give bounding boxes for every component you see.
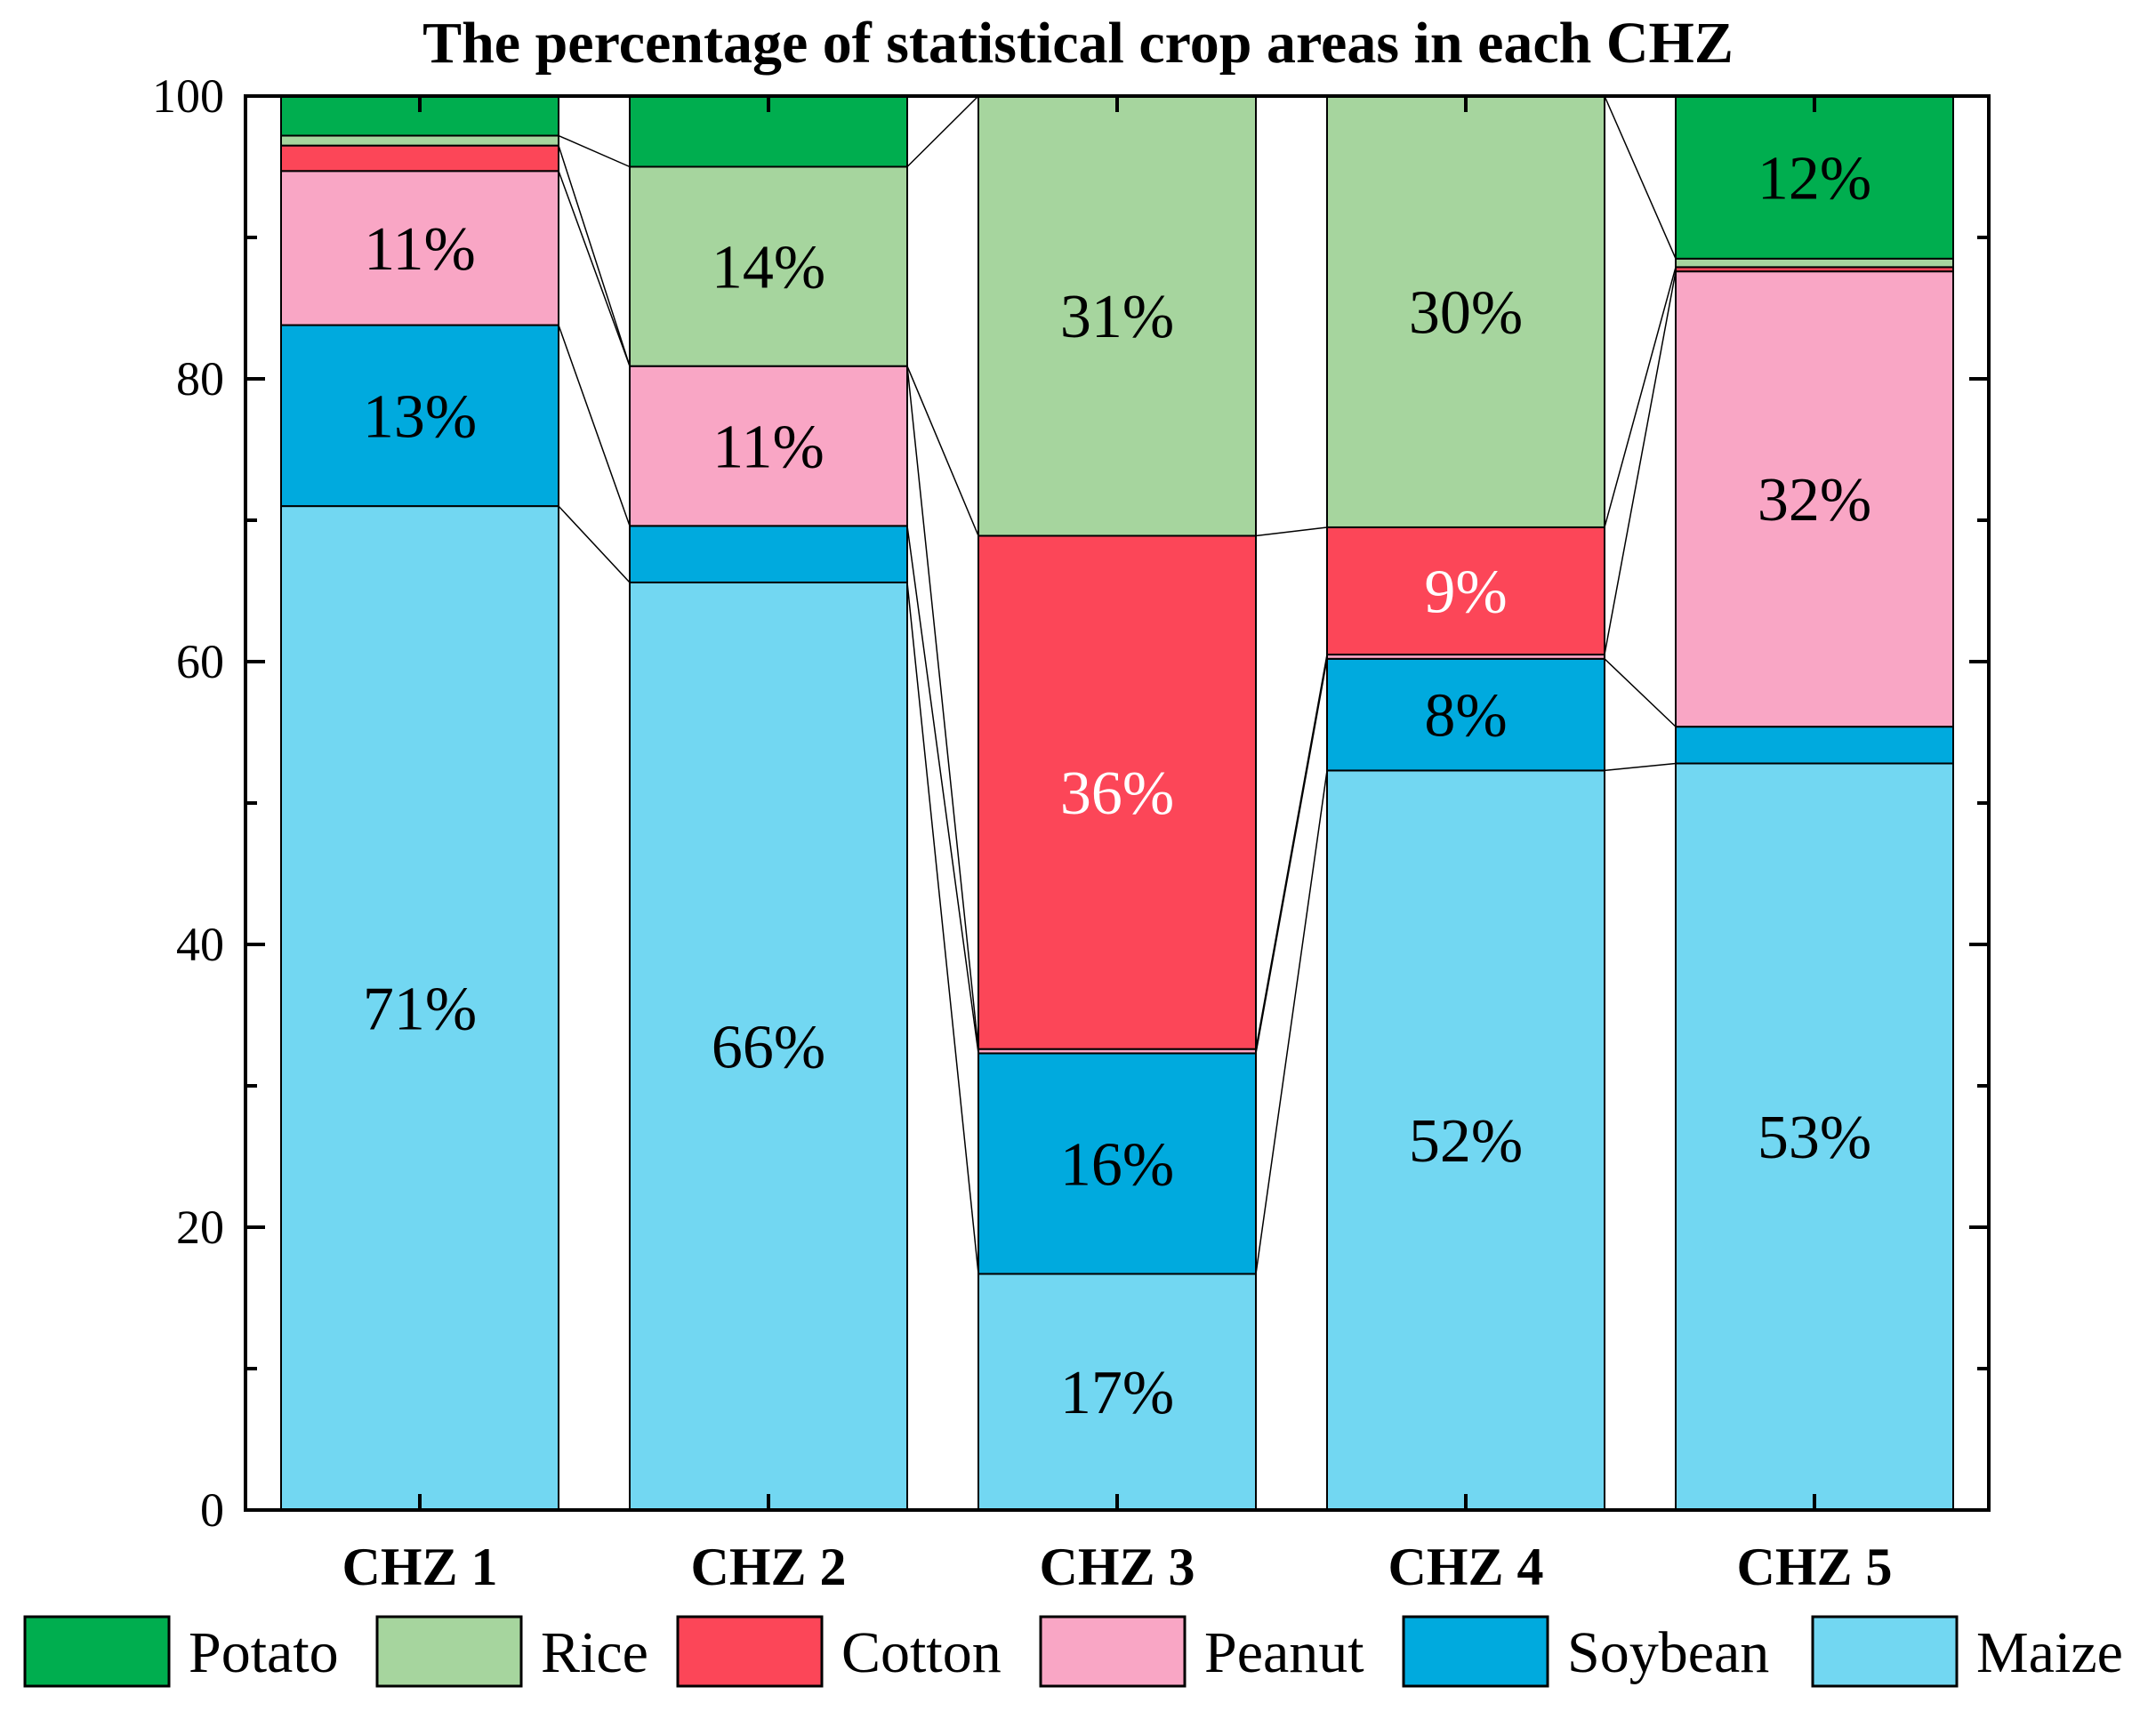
data-label-chz-2-maize: 66% xyxy=(712,1013,825,1081)
connector-chz-2-soybean xyxy=(906,526,979,1054)
connector-chz-3-cotton xyxy=(1255,526,1328,537)
x-tick-label-chz-4: CHZ 4 xyxy=(1388,1538,1543,1596)
connector-chz-4-soybean xyxy=(1604,658,1677,727)
bar-chz-3-cotton xyxy=(977,534,1257,1050)
bar-chz-1-rice xyxy=(280,134,559,147)
bar-chz-5-potato xyxy=(1675,95,1954,260)
connector-chz-3-peanut xyxy=(1255,654,1328,1049)
bar-chz-2-rice xyxy=(629,165,908,367)
bar-chz-5-rice xyxy=(1675,257,1954,269)
connector-chz-4-maize xyxy=(1604,762,1677,772)
data-label-chz-2-rice: 14% xyxy=(712,234,825,302)
y-tick-label: 60 xyxy=(176,635,224,688)
y-tick-label: 100 xyxy=(152,69,224,123)
bar-chz-2-soybean xyxy=(629,525,908,583)
connector-chz-4-rice xyxy=(1604,95,1677,260)
bar-chz-1-cotton xyxy=(280,144,559,173)
connector-chz-1-cotton xyxy=(558,145,631,366)
data-label-chz-4-cotton: 9% xyxy=(1424,558,1507,627)
x-tick-label-chz-5: CHZ 5 xyxy=(1736,1538,1892,1596)
legend-swatch-soybean xyxy=(1402,1615,1549,1688)
connector-chz-2-peanut xyxy=(906,365,979,1049)
legend-swatch-rice xyxy=(375,1615,523,1688)
data-label-chz-1-peanut: 11% xyxy=(364,215,476,284)
connector-chz-2-maize xyxy=(906,582,979,1274)
legend-label-maize: Maize xyxy=(1976,1620,2123,1685)
legend-label-cotton: Cotton xyxy=(841,1620,1002,1685)
connector-chz-2-cotton xyxy=(906,365,979,536)
data-label-chz-5-peanut: 32% xyxy=(1758,466,1871,534)
legend-swatch-cotton xyxy=(676,1615,824,1688)
bar-chz-2-peanut xyxy=(629,365,908,527)
data-label-chz-3-soybean: 16% xyxy=(1060,1130,1174,1199)
bar-chz-3-maize xyxy=(977,1273,1257,1511)
legend-swatch-peanut xyxy=(1039,1615,1187,1688)
legend-label-potato: Potato xyxy=(189,1620,339,1685)
data-label-chz-4-maize: 52% xyxy=(1409,1107,1523,1176)
bar-chz-1-maize xyxy=(280,505,559,1511)
x-tick-label-chz-3: CHZ 3 xyxy=(1039,1538,1195,1596)
connector-chz-1-soybean xyxy=(558,325,631,526)
bar-chz-2-maize xyxy=(629,581,908,1512)
axes: 0 20 40 60 80 100 CHZ 1 CHZ 2 CHZ 3 CHZ 4 CHZ 5 xyxy=(152,69,1991,1596)
y-tick-label: 40 xyxy=(176,918,224,971)
legend-label-soybean: Soybean xyxy=(1567,1620,1769,1685)
bar-chz-4-soybean xyxy=(1326,657,1605,772)
chart-title: The percentage of statistical crop areas… xyxy=(422,11,1734,76)
connector-chz-3-soybean xyxy=(1255,658,1328,1054)
y-tick-label: 0 xyxy=(200,1483,224,1537)
bar-chz-3-rice xyxy=(977,95,1257,537)
data-label-chz-1-maize: 71% xyxy=(363,976,477,1044)
connector-chz-1-peanut xyxy=(558,171,631,366)
x-tick-label-chz-2: CHZ 2 xyxy=(690,1538,846,1596)
y-tick-label: 80 xyxy=(176,352,224,406)
bar-chz-4-maize xyxy=(1326,769,1605,1511)
bar-chz-4-cotton xyxy=(1326,526,1605,656)
connector-chz-1-rice xyxy=(558,134,631,168)
connector-chz-3-maize xyxy=(1255,770,1328,1274)
data-label-chz-3-maize: 17% xyxy=(1060,1359,1174,1427)
data-label-chz-3-rice: 31% xyxy=(1060,283,1174,351)
data-label-chz-2-peanut: 11% xyxy=(712,414,825,482)
connector-chz-4-peanut xyxy=(1604,271,1677,655)
connector-chz-1-maize xyxy=(558,505,631,583)
bar-chz-5-soybean xyxy=(1675,726,1954,765)
data-label-chz-5-potato: 12% xyxy=(1758,144,1871,213)
legend-swatch-maize xyxy=(1811,1615,1959,1688)
bar-chz-4-rice xyxy=(1326,95,1605,528)
legend-swatch-potato xyxy=(23,1615,171,1688)
bar-chz-1-soybean xyxy=(280,324,559,508)
bar-chz-3-soybean xyxy=(977,1052,1257,1275)
data-label-chz-5-maize: 53% xyxy=(1758,1104,1871,1172)
connector-chz-2-rice xyxy=(906,95,979,168)
data-label-chz-4-soybean: 8% xyxy=(1424,682,1507,751)
data-label-chz-3-cotton: 36% xyxy=(1060,759,1174,828)
legend-label-peanut: Peanut xyxy=(1204,1620,1364,1685)
legend: Potato Rice Cotton Peanut Soybean Maize xyxy=(23,1615,2123,1688)
segment-labels: 71% 13% 11% 66% 11% 14% 17% 16% 36% 31% 52% 8% 9% 30%… xyxy=(363,144,1871,1427)
x-tick-label-chz-1: CHZ 1 xyxy=(342,1538,497,1596)
data-label-chz-1-soybean: 13% xyxy=(363,382,477,451)
legend-label-rice: Rice xyxy=(541,1620,648,1685)
bar-chz-5-maize xyxy=(1675,762,1954,1511)
connector-chz-4-cotton xyxy=(1604,267,1677,528)
bars xyxy=(280,95,1954,1512)
y-tick-label: 20 xyxy=(176,1201,224,1254)
data-label-chz-4-rice: 30% xyxy=(1409,278,1523,347)
